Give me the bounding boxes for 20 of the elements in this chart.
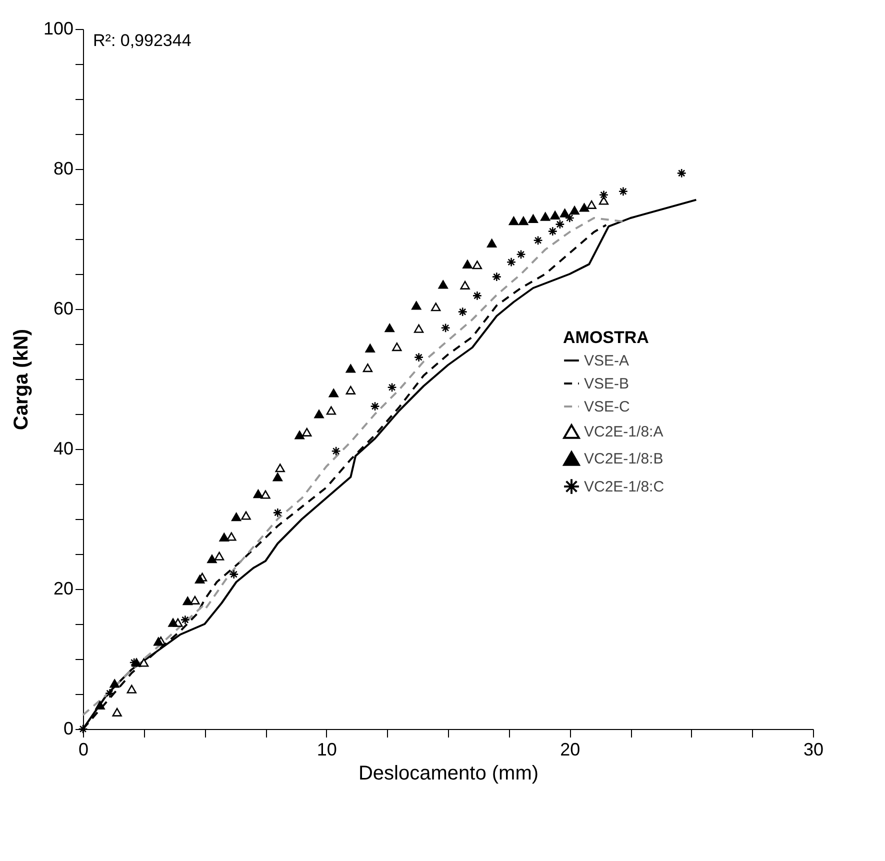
y-tick-label: 100 <box>43 18 74 38</box>
x-tick-label: 0 <box>78 740 89 760</box>
x-tick-label: 30 <box>803 740 824 760</box>
y-tick-label: 40 <box>53 438 74 458</box>
y-axis-title: Carga (kN) <box>10 328 32 430</box>
legend-label: VSE-B <box>584 376 630 392</box>
legend-label: VC2E-1/8:B <box>584 450 664 468</box>
annotation: R²: 0,992344 <box>93 31 192 50</box>
x-tick-label: 20 <box>560 740 580 760</box>
y-tick-label: 0 <box>63 718 74 738</box>
legend-label: VSE-C <box>584 398 630 416</box>
y-tick-label: 80 <box>53 158 74 178</box>
legend-label: VC2E-1/8:C <box>584 478 664 496</box>
y-tick-label: 20 <box>53 578 74 598</box>
x-axis-title: Deslocamento (mm) <box>358 762 539 784</box>
legend-label: VC2E-1/8:A <box>584 424 664 440</box>
legend-title: AMOSTRA <box>563 328 649 347</box>
x-tick-label: 10 <box>316 740 337 760</box>
y-tick-label: 60 <box>53 298 74 318</box>
legend-label: VSE-A <box>584 352 630 370</box>
